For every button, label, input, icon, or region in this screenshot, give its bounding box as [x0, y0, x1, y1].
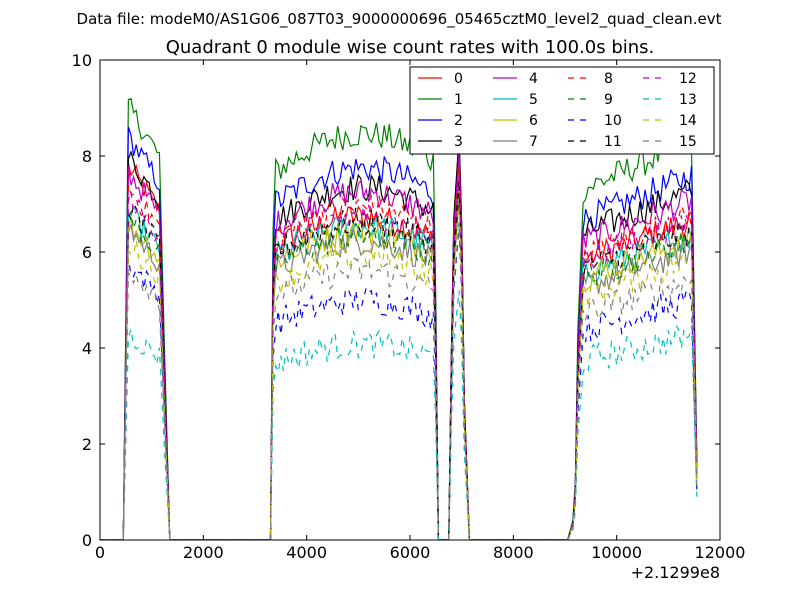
x-offset-label: +2.1299e8 [631, 563, 720, 582]
legend-label: 1 [454, 92, 463, 108]
legend-label: 13 [679, 92, 697, 108]
legend-label: 5 [529, 92, 538, 108]
legend-label: 8 [604, 71, 613, 87]
series-line-2 [100, 126, 698, 540]
y-tick-label: 2 [82, 435, 92, 454]
x-tick-label: 10000 [591, 543, 642, 562]
legend-label: 3 [454, 134, 463, 150]
x-tick-label: 8000 [493, 543, 534, 562]
series-line-13 [100, 290, 698, 540]
series-line-15 [100, 223, 698, 540]
x-tick-label: 4000 [286, 543, 327, 562]
legend-label: 0 [454, 71, 463, 87]
series-line-4 [100, 151, 698, 540]
y-tick-label: 10 [72, 51, 92, 70]
series-line-14 [100, 208, 698, 540]
series-line-8 [100, 165, 698, 540]
legend-label: 7 [529, 134, 538, 150]
legend-label: 10 [604, 113, 622, 129]
series-line-12 [100, 175, 698, 540]
chart-title: Quadrant 0 module wise count rates with … [166, 37, 655, 58]
legend-label: 6 [529, 113, 538, 129]
x-tick-label: 0 [95, 543, 105, 562]
legend-label: 11 [604, 134, 622, 150]
y-tick-label: 8 [82, 147, 92, 166]
x-tick-label: 2000 [183, 543, 224, 562]
x-tick-label: 6000 [390, 543, 431, 562]
series-line-9 [100, 194, 698, 540]
series-line-10 [100, 227, 698, 540]
series-layer [100, 98, 698, 540]
figure-suptitle: Data file: modeM0/AS1G06_087T03_90000006… [77, 10, 722, 29]
legend-label: 15 [679, 134, 697, 150]
series-line-1 [100, 98, 698, 540]
legend-label: 14 [679, 113, 697, 129]
legend-label: 2 [454, 113, 463, 129]
legend-label: 9 [604, 92, 613, 108]
series-line-3 [100, 136, 698, 540]
x-tick-label: 12000 [695, 543, 746, 562]
y-tick-label: 6 [82, 243, 92, 262]
legend-box [409, 66, 715, 155]
y-tick-label: 0 [82, 531, 92, 550]
legend-label: 4 [529, 71, 538, 87]
legend-label: 12 [679, 71, 697, 87]
y-tick-label: 4 [82, 339, 92, 358]
